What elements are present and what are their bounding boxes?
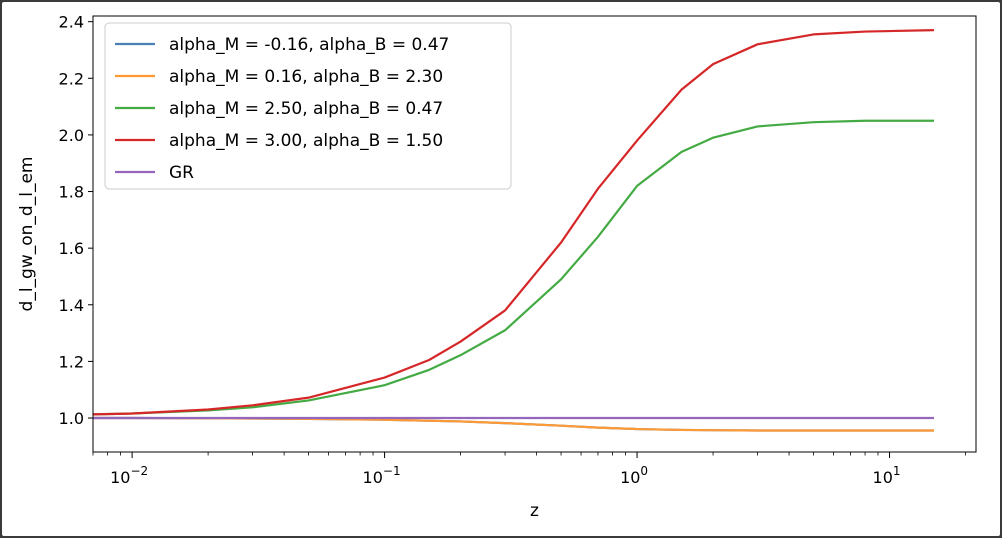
series-layer [92,29,935,432]
legend-entry: alpha_M = 2.50, alpha_B = 0.47 [169,99,443,119]
y-axis: 1.0 1.2 1.4 1.6 1.8 2.0 2.2 2.4 [59,13,93,428]
y-tick-label: 1.6 [59,239,84,258]
legend-entry: GR [169,163,194,183]
y-tick-label: 2.0 [59,126,84,145]
x-tick-label: 101 [873,464,901,487]
y-tick-label: 2.2 [59,69,84,88]
legend-entry: alpha_M = -0.16, alpha_B = 0.47 [169,35,449,55]
legend-entry: alpha_M = 3.00, alpha_B = 1.50 [169,131,443,151]
legend-box [104,22,512,190]
y-tick-label: 2.4 [59,13,84,32]
y-tick-label: 1.0 [59,409,84,428]
y-axis-label: d_l_gw_on_d_l_em [17,157,37,312]
y-tick-label: 1.2 [59,352,84,371]
y-tick-label: 1.4 [59,296,84,315]
x-tick-label: 10−2 [110,464,148,487]
legend: alpha_M = -0.16, alpha_B = 0.47 alpha_M =… [104,22,512,190]
plot-area-frame [92,15,977,453]
series-line-2 [93,416,934,432]
x-tick-label: 100 [620,464,648,487]
x-tick-label: 10−1 [363,464,401,487]
legend-entry: alpha_M = 0.16, alpha_B = 2.30 [169,67,443,87]
y-tick-label: 1.8 [59,183,84,202]
x-axis: 10−2 10−1 100 101 [92,452,966,487]
series-line-3 [92,119,934,416]
x-axis-label: z [530,501,539,521]
series-line-4 [92,29,935,416]
